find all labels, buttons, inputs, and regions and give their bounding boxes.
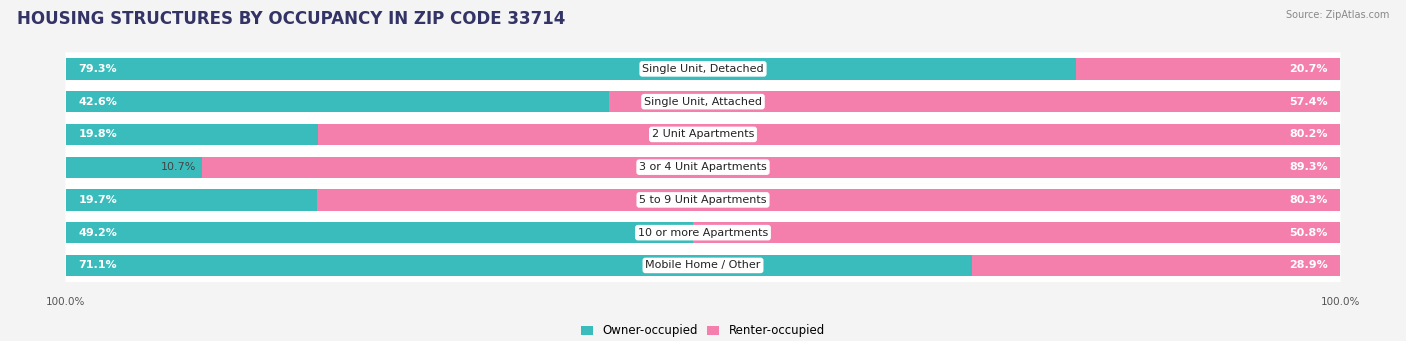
Text: 19.8%: 19.8% (79, 129, 117, 139)
FancyBboxPatch shape (66, 118, 1340, 151)
Bar (66, 124, 318, 145)
Text: 2 Unit Apartments: 2 Unit Apartments (652, 129, 754, 139)
Text: 10.7%: 10.7% (160, 162, 195, 172)
FancyBboxPatch shape (66, 216, 1340, 249)
Bar (66, 189, 316, 210)
Bar (66, 255, 972, 276)
Text: Single Unit, Detached: Single Unit, Detached (643, 64, 763, 74)
Text: Mobile Home / Other: Mobile Home / Other (645, 261, 761, 270)
Bar (316, 189, 1340, 210)
Text: 89.3%: 89.3% (1289, 162, 1327, 172)
Text: 20.7%: 20.7% (1289, 64, 1327, 74)
Text: 80.2%: 80.2% (1289, 129, 1327, 139)
FancyBboxPatch shape (66, 151, 1340, 184)
Text: 71.1%: 71.1% (79, 261, 117, 270)
Text: 10 or more Apartments: 10 or more Apartments (638, 228, 768, 238)
FancyBboxPatch shape (66, 53, 1340, 86)
Text: 57.4%: 57.4% (1289, 97, 1327, 107)
Text: Source: ZipAtlas.com: Source: ZipAtlas.com (1285, 10, 1389, 20)
Bar (972, 255, 1340, 276)
Text: 42.6%: 42.6% (79, 97, 117, 107)
Bar (609, 91, 1340, 112)
Text: Single Unit, Attached: Single Unit, Attached (644, 97, 762, 107)
Bar (66, 222, 693, 243)
Text: 5 to 9 Unit Apartments: 5 to 9 Unit Apartments (640, 195, 766, 205)
Bar (693, 222, 1340, 243)
Bar (66, 91, 609, 112)
Bar (202, 157, 1340, 178)
Bar (66, 58, 1077, 79)
Bar (1077, 58, 1340, 79)
Text: 49.2%: 49.2% (79, 228, 117, 238)
Bar (318, 124, 1340, 145)
Text: 79.3%: 79.3% (79, 64, 117, 74)
Text: 50.8%: 50.8% (1289, 228, 1327, 238)
Text: 19.7%: 19.7% (79, 195, 117, 205)
Text: HOUSING STRUCTURES BY OCCUPANCY IN ZIP CODE 33714: HOUSING STRUCTURES BY OCCUPANCY IN ZIP C… (17, 10, 565, 28)
FancyBboxPatch shape (66, 249, 1340, 282)
Text: 80.3%: 80.3% (1289, 195, 1327, 205)
Text: 3 or 4 Unit Apartments: 3 or 4 Unit Apartments (640, 162, 766, 172)
Legend: Owner-occupied, Renter-occupied: Owner-occupied, Renter-occupied (576, 320, 830, 341)
Bar (66, 157, 202, 178)
FancyBboxPatch shape (66, 183, 1340, 217)
FancyBboxPatch shape (66, 85, 1340, 118)
Text: 28.9%: 28.9% (1289, 261, 1327, 270)
